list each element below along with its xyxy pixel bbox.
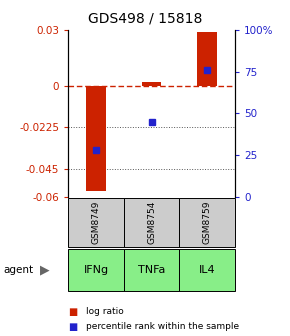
Text: ■: ■ [68,322,77,332]
Text: ■: ■ [68,307,77,317]
Text: ▶: ▶ [40,263,50,276]
Text: log ratio: log ratio [86,307,123,316]
Bar [142,82,161,86]
Text: GSM8759: GSM8759 [203,201,212,244]
Text: agent: agent [3,265,33,275]
Text: GSM8754: GSM8754 [147,201,156,244]
Text: TNFa: TNFa [138,265,165,275]
Text: percentile rank within the sample: percentile rank within the sample [86,322,239,331]
Text: IL4: IL4 [199,265,215,275]
Text: GSM8749: GSM8749 [91,201,100,244]
Text: IFNg: IFNg [84,265,108,275]
Text: GDS498 / 15818: GDS498 / 15818 [88,11,202,26]
Bar [86,86,106,191]
Bar [197,32,217,86]
